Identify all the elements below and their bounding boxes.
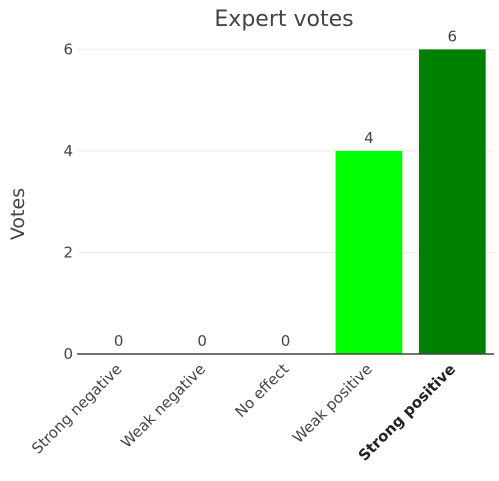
data-label: 4 (364, 129, 374, 147)
y-tick-label: 4 (63, 142, 73, 160)
x-category-label: Weak positive (289, 360, 376, 447)
bar (418, 49, 486, 355)
x-category-label: No effect (231, 360, 292, 421)
y-tick-label: 0 (63, 345, 73, 363)
y-axis-title: Votes (7, 188, 29, 240)
data-labels: 0 0 0 4 6 (114, 27, 457, 350)
y-tick-label: 6 (63, 40, 73, 58)
bars (335, 49, 486, 355)
x-category-label: Weak negative (117, 360, 209, 452)
y-axis-ticks: 0 2 4 6 (63, 40, 73, 363)
y-tick-label: 2 (63, 243, 73, 261)
data-label: 0 (114, 332, 124, 350)
data-label: 0 (197, 332, 207, 350)
chart-title: Expert votes (214, 7, 353, 32)
bar (335, 150, 403, 354)
x-category-label: Strong negative (28, 360, 125, 457)
data-label: 0 (281, 332, 291, 350)
data-label: 6 (448, 27, 458, 45)
